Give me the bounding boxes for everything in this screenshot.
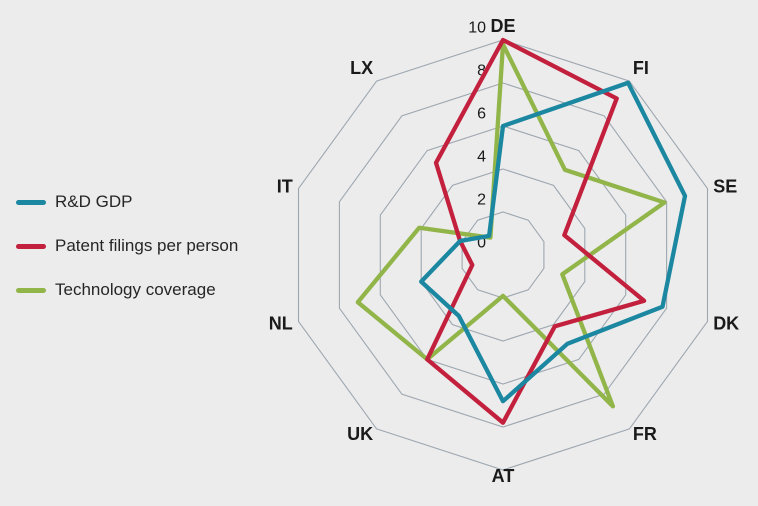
legend-item-rd-gdp: R&D GDP — [16, 192, 238, 212]
tick-label-6: 6 — [477, 106, 486, 123]
tick-label-10: 10 — [468, 20, 486, 37]
legend-swatch-rd-gdp — [16, 199, 46, 205]
tick-label-4: 4 — [477, 149, 486, 166]
axis-label-FI: FI — [633, 58, 649, 78]
axis-label-UK: UK — [347, 424, 373, 444]
axis-label-LX: LX — [350, 58, 373, 78]
series-line-0 — [419, 80, 688, 404]
legend-label-patent-filings: Patent filings per person — [55, 236, 239, 255]
grid-ring-2 — [461, 211, 545, 299]
grid-ring-10 — [297, 39, 709, 471]
axis-label-NL: NL — [269, 313, 293, 333]
axis-label-AT: AT — [492, 466, 515, 486]
legend-item-technology-coverage: Technology coverage — [16, 280, 238, 300]
legend-item-patent-filings: Patent filings per person — [16, 236, 238, 256]
legend-swatch-patent-filings — [16, 243, 46, 249]
tick-label-0: 0 — [477, 235, 486, 252]
tick-label-8: 8 — [477, 63, 486, 80]
chart-legend: R&D GDP Patent filings per person Techno… — [16, 192, 238, 300]
axis-label-DE: DE — [490, 16, 515, 36]
axis-label-IT: IT — [277, 177, 293, 197]
series-line-2 — [355, 42, 667, 409]
axis-label-SE: SE — [713, 177, 737, 197]
axis-label-FR: FR — [633, 424, 657, 444]
radar-grid — [297, 39, 709, 471]
radial-tick-labels: 0 2 4 6 8 10 — [468, 20, 486, 252]
legend-label-technology-coverage: Technology coverage — [55, 280, 216, 299]
grid-ring-8 — [338, 82, 668, 428]
tick-label-2: 2 — [477, 192, 486, 209]
axis-labels: DE FI SE DK FR AT UK NL IT LX — [269, 16, 739, 486]
legend-label-rd-gdp: R&D GDP — [55, 192, 133, 211]
grid-ring-6 — [379, 125, 627, 385]
series-line-1 — [425, 37, 647, 425]
axis-label-DK: DK — [713, 313, 739, 333]
legend-swatch-technology-coverage — [16, 287, 46, 293]
